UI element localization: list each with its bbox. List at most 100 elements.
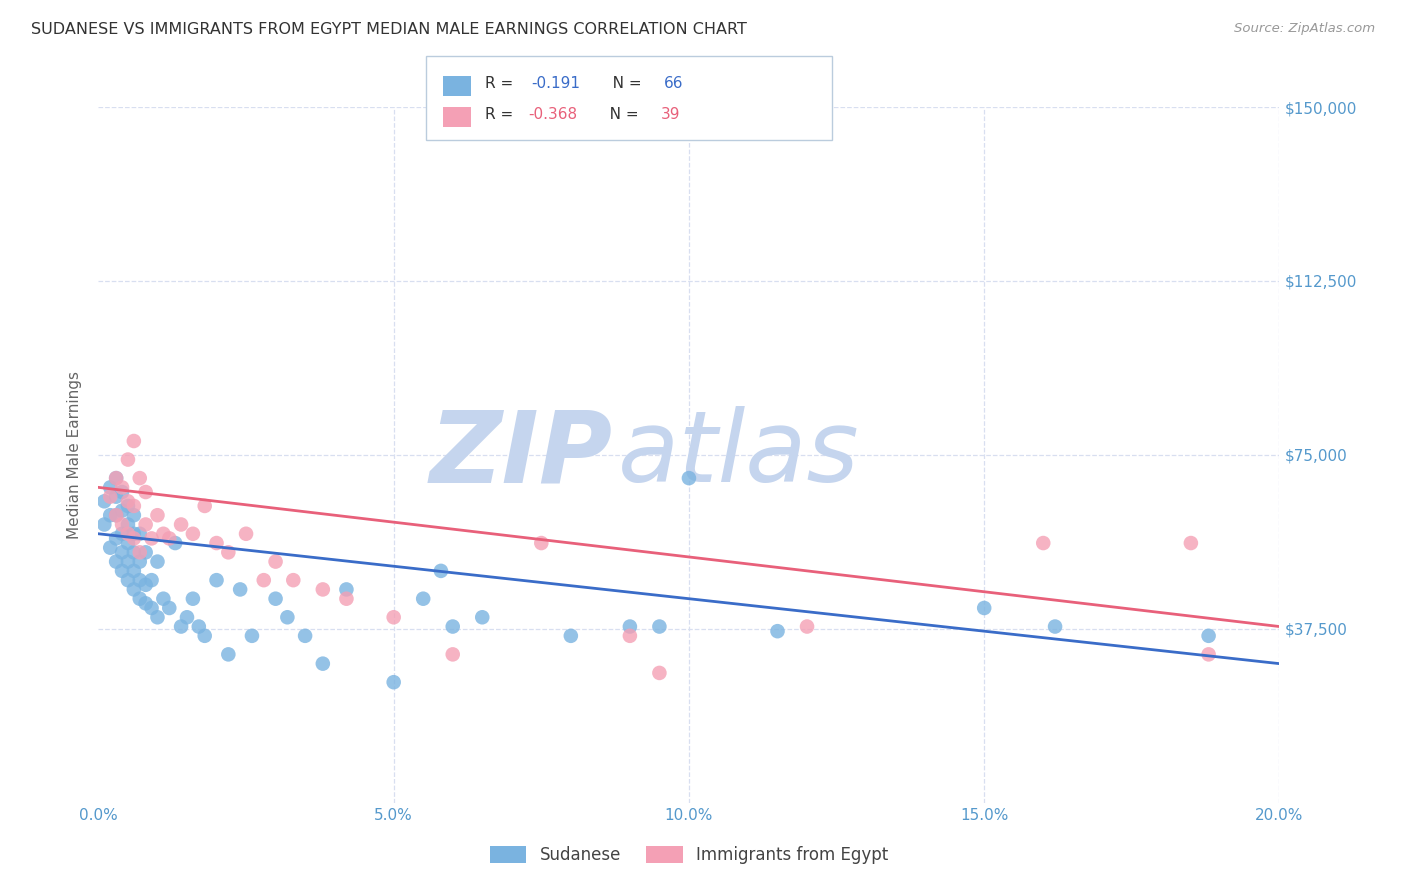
Point <box>312 582 335 597</box>
Point <box>619 619 641 633</box>
Point <box>98 480 121 494</box>
Y-axis label: Median Male Earnings: Median Male Earnings <box>67 371 83 539</box>
Point <box>240 629 263 643</box>
Point <box>217 545 239 559</box>
Point <box>128 526 150 541</box>
Point <box>141 573 163 587</box>
Point <box>93 517 115 532</box>
Point <box>170 517 193 532</box>
Point <box>335 591 357 606</box>
Point <box>135 596 157 610</box>
Point <box>648 619 671 633</box>
Point <box>128 573 150 587</box>
Text: N =: N = <box>598 76 645 91</box>
Point <box>122 508 145 523</box>
Point <box>530 536 553 550</box>
Point <box>111 564 134 578</box>
Point <box>105 471 128 485</box>
Point <box>276 610 298 624</box>
Point <box>135 578 157 592</box>
Point <box>382 610 405 624</box>
Point <box>1198 629 1220 643</box>
Point <box>176 610 198 624</box>
Point <box>973 601 995 615</box>
Point <box>205 536 228 550</box>
Point <box>471 610 494 624</box>
Point <box>264 591 287 606</box>
Point <box>135 485 157 500</box>
Point <box>93 494 115 508</box>
Text: 66: 66 <box>664 76 683 91</box>
Point <box>157 532 180 546</box>
Point <box>111 480 134 494</box>
Text: atlas: atlas <box>619 407 859 503</box>
Point <box>105 508 128 523</box>
Point <box>98 508 121 523</box>
Point <box>111 485 134 500</box>
Point <box>157 601 180 615</box>
Text: R =: R = <box>485 107 519 122</box>
Text: ZIP: ZIP <box>429 407 612 503</box>
Point <box>229 582 252 597</box>
Point <box>412 591 434 606</box>
Point <box>117 494 139 508</box>
Point <box>205 573 228 587</box>
Point <box>441 619 464 633</box>
Point <box>253 573 276 587</box>
Point <box>1043 619 1066 633</box>
Point <box>170 619 193 633</box>
Point <box>1180 536 1202 550</box>
Text: -0.191: -0.191 <box>531 76 581 91</box>
Point <box>105 490 128 504</box>
Point <box>1032 536 1054 550</box>
Point <box>430 564 453 578</box>
Text: -0.368: -0.368 <box>529 107 578 122</box>
Point <box>111 545 134 559</box>
Point <box>122 532 145 546</box>
Point <box>105 508 128 523</box>
Point <box>146 610 169 624</box>
Point <box>141 532 163 546</box>
Point <box>194 629 217 643</box>
Point <box>135 517 157 532</box>
Point <box>128 471 150 485</box>
Point <box>312 657 335 671</box>
Point <box>678 471 700 485</box>
Point <box>117 555 139 569</box>
Point <box>619 629 641 643</box>
Text: R =: R = <box>485 76 523 91</box>
Point <box>1198 648 1220 662</box>
Point <box>122 434 145 448</box>
Point <box>128 555 150 569</box>
Point <box>335 582 357 597</box>
Point <box>105 555 128 569</box>
Point <box>181 526 204 541</box>
Text: SUDANESE VS IMMIGRANTS FROM EGYPT MEDIAN MALE EARNINGS CORRELATION CHART: SUDANESE VS IMMIGRANTS FROM EGYPT MEDIAN… <box>31 22 747 37</box>
Point <box>111 503 134 517</box>
Text: N =: N = <box>595 107 643 122</box>
Text: 39: 39 <box>661 107 681 122</box>
Point <box>117 452 139 467</box>
Point <box>796 619 818 633</box>
Point <box>117 517 139 532</box>
Point <box>441 648 464 662</box>
Text: Source: ZipAtlas.com: Source: ZipAtlas.com <box>1234 22 1375 36</box>
Point <box>152 591 174 606</box>
Point <box>128 591 150 606</box>
Point <box>382 675 405 690</box>
Point <box>235 526 257 541</box>
Point <box>122 582 145 597</box>
Point <box>117 573 139 587</box>
Point <box>122 564 145 578</box>
Point <box>105 532 128 546</box>
Point <box>194 499 217 513</box>
Point <box>122 499 145 513</box>
Point <box>117 499 139 513</box>
Point <box>560 629 582 643</box>
Point <box>766 624 789 639</box>
Point <box>128 545 150 559</box>
Point <box>117 536 139 550</box>
Point <box>111 517 134 532</box>
Point <box>98 490 121 504</box>
Point <box>152 526 174 541</box>
